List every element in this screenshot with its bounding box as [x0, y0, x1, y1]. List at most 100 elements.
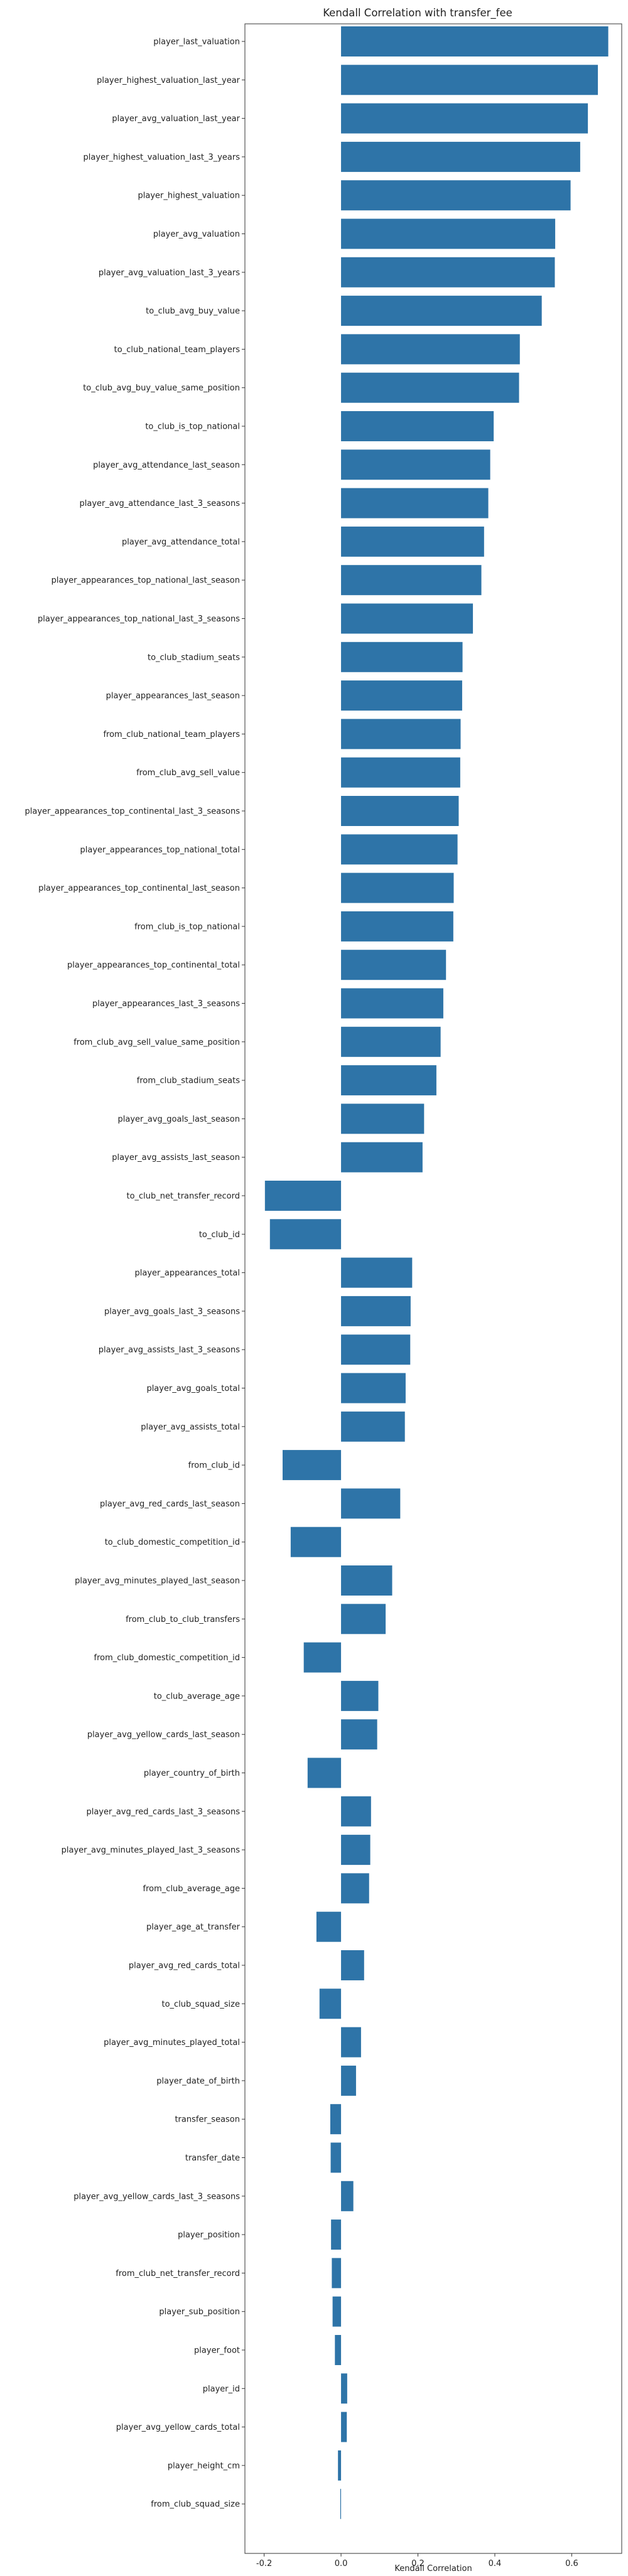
bar-transfer_date	[330, 2142, 342, 2173]
bar-player_avg_assists_last_season	[341, 1142, 423, 1173]
bar-player_highest_valuation_last_year	[341, 65, 598, 95]
x-axis-label: Kendall Correlation	[394, 2564, 472, 2573]
bar-player_appearances_top_continental_last_3_seasons	[341, 796, 459, 826]
y-tick-label: to_club_net_transfer_record	[126, 1192, 240, 1201]
y-tick-label: from_club_id	[188, 1461, 240, 1471]
bar-player_avg_goals_total	[341, 1373, 406, 1403]
y-tick-label: player_height_cm	[168, 2461, 240, 2471]
bar-player_avg_valuation	[341, 218, 556, 249]
bar-from_club_national_team_players	[341, 719, 461, 749]
y-tick-label: player_avg_goals_last_season	[118, 1115, 241, 1124]
x-tick-label: 0.4	[489, 2559, 502, 2568]
y-tick-label: player_avg_yellow_cards_last_3_seasons	[73, 2192, 240, 2201]
y-tick-label: from_club_net_transfer_record	[116, 2269, 240, 2278]
bar-player_date_of_birth	[341, 2065, 356, 2096]
bar-player_avg_goals_last_season	[341, 1103, 425, 1134]
y-tick-label: player_appearances_top_continental_total	[67, 961, 240, 970]
bar-player_id	[341, 2373, 347, 2404]
y-tick-label: player_appearances_top_continental_last_…	[38, 884, 240, 893]
bar-player_avg_red_cards_last_3_seasons	[341, 1796, 371, 1827]
bar-from_club_domestic_competition_id	[303, 1642, 342, 1673]
y-tick-label: player_avg_valuation_last_year	[112, 114, 240, 124]
y-tick-label: from_club_avg_sell_value_same_position	[73, 1038, 240, 1047]
y-tick-label: player_avg_assists_last_season	[112, 1153, 240, 1162]
y-tick-label: from_club_to_club_transfers	[126, 1615, 240, 1624]
bar-from_club_avg_sell_value_same_position	[341, 1026, 441, 1057]
bar-player_highest_valuation	[341, 180, 571, 211]
y-tick-label: player_avg_minutes_played_last_3_seasons	[62, 1846, 241, 1855]
y-tick-label: player_avg_attendance_total	[122, 537, 240, 547]
y-tick-label: from_club_squad_size	[151, 2500, 240, 2509]
y-tick-label: player_avg_yellow_cards_last_season	[87, 1731, 240, 1740]
bar-player_avg_attendance_last_3_seasons	[341, 488, 489, 518]
y-tick-label: player_appearances_total	[135, 1269, 241, 1278]
y-tick-label: player_avg_red_cards_total	[129, 1962, 240, 1971]
bar-player_appearances_top_continental_last_season	[341, 872, 454, 903]
y-tick-label: player_avg_attendance_last_season	[93, 461, 240, 470]
y-tick-label: player_avg_goals_last_3_seasons	[104, 1307, 240, 1316]
y-tick-label: to_club_avg_buy_value	[146, 307, 240, 316]
y-tick-label: from_club_average_age	[143, 1884, 240, 1894]
bar-player_avg_assists_total	[341, 1411, 405, 1442]
bar-player_country_of_birth	[307, 1758, 342, 1788]
bar-to_club_stadium_seats	[341, 641, 463, 672]
bar-player_appearances_top_continental_total	[341, 950, 447, 980]
bar-player_avg_red_cards_total	[341, 1950, 364, 1980]
y-tick-label: player_avg_goals_total	[146, 1384, 240, 1393]
y-tick-label: player_appearances_last_3_seasons	[92, 999, 240, 1009]
y-tick-label: player_avg_assists_total	[141, 1422, 240, 1432]
bar-to_club_domestic_competition_id	[290, 1527, 342, 1557]
bar-player_avg_minutes_played_last_season	[341, 1565, 392, 1596]
y-tick-label: from_club_stadium_seats	[137, 1076, 240, 1086]
y-tick-label: player_appearances_last_season	[106, 692, 240, 701]
bar-to_club_avg_buy_value_same_position	[341, 372, 519, 403]
bar-player_appearances_last_season	[341, 680, 462, 711]
y-tick-label: player_appearances_top_national_last_3_s…	[38, 614, 240, 624]
bar-player_foot	[335, 2335, 342, 2365]
y-tick-label: player_avg_yellow_cards_total	[116, 2423, 240, 2432]
bar-player_appearances_last_3_seasons	[341, 988, 443, 1019]
y-tick-label: player_avg_attendance_last_3_seasons	[80, 499, 241, 508]
y-tick-label: player_id	[203, 2385, 240, 2394]
x-axis-ticks: -0.2 0.0 0.2 0.4 0.6	[256, 2553, 578, 2568]
y-tick-label: to_club_id	[199, 1230, 240, 1240]
y-tick-label: player_foot	[194, 2346, 240, 2356]
y-tick-label: to_club_avg_buy_value_same_position	[83, 384, 240, 393]
y-tick-label: player_date_of_birth	[156, 2076, 240, 2086]
bar-to_club_average_age	[341, 1680, 379, 1711]
y-tick-label: to_club_is_top_national	[145, 422, 240, 432]
bar-player_sub_position	[332, 2296, 342, 2327]
bar-to_club_squad_size	[319, 1988, 342, 2019]
bar-to_club_id	[269, 1219, 342, 1250]
y-tick-label: to_club_stadium_seats	[148, 653, 240, 662]
bar-player_avg_minutes_played_total	[341, 2027, 361, 2058]
bar-from_club_is_top_national	[341, 911, 453, 942]
bar-to_club_is_top_national	[341, 411, 494, 441]
bar-to_club_national_team_players	[341, 334, 520, 365]
y-tick-label: transfer_season	[175, 2115, 240, 2125]
y-tick-label: player_country_of_birth	[144, 1769, 240, 1778]
y-tick-label: from_club_avg_sell_value	[136, 768, 240, 778]
y-tick-labels: player_last_valuation player_highest_valu…	[25, 38, 245, 2509]
bar-player_avg_goals_last_3_seasons	[341, 1296, 411, 1326]
bar-player_avg_yellow_cards_last_season	[341, 1719, 377, 1750]
x-tick-label: 0.6	[565, 2559, 578, 2568]
y-tick-label: player_avg_valuation_last_3_years	[99, 268, 240, 277]
y-tick-label: player_highest_valuation_last_year	[97, 76, 241, 85]
y-tick-label: to_club_domestic_competition_id	[105, 1538, 240, 1547]
bar-player_appearances_top_national_last_3_seasons	[341, 603, 474, 634]
x-tick-label: -0.2	[256, 2559, 272, 2568]
bar-transfer_season	[330, 2104, 342, 2135]
bar-player_age_at_transfer	[316, 1911, 342, 1942]
plot-frame	[244, 23, 622, 2554]
x-tick-label: 0.2	[411, 2559, 425, 2568]
y-tick-label: from_club_national_team_players	[103, 730, 240, 739]
bar-player_avg_red_cards_last_season	[341, 1488, 401, 1519]
y-tick-label: from_club_domestic_competition_id	[94, 1653, 241, 1663]
y-tick-label: player_avg_assists_last_3_seasons	[99, 1346, 240, 1355]
y-tick-label: player_position	[178, 2231, 240, 2240]
bar-player_height_cm	[338, 2450, 342, 2481]
bar-player_avg_valuation_last_3_years	[341, 257, 555, 287]
